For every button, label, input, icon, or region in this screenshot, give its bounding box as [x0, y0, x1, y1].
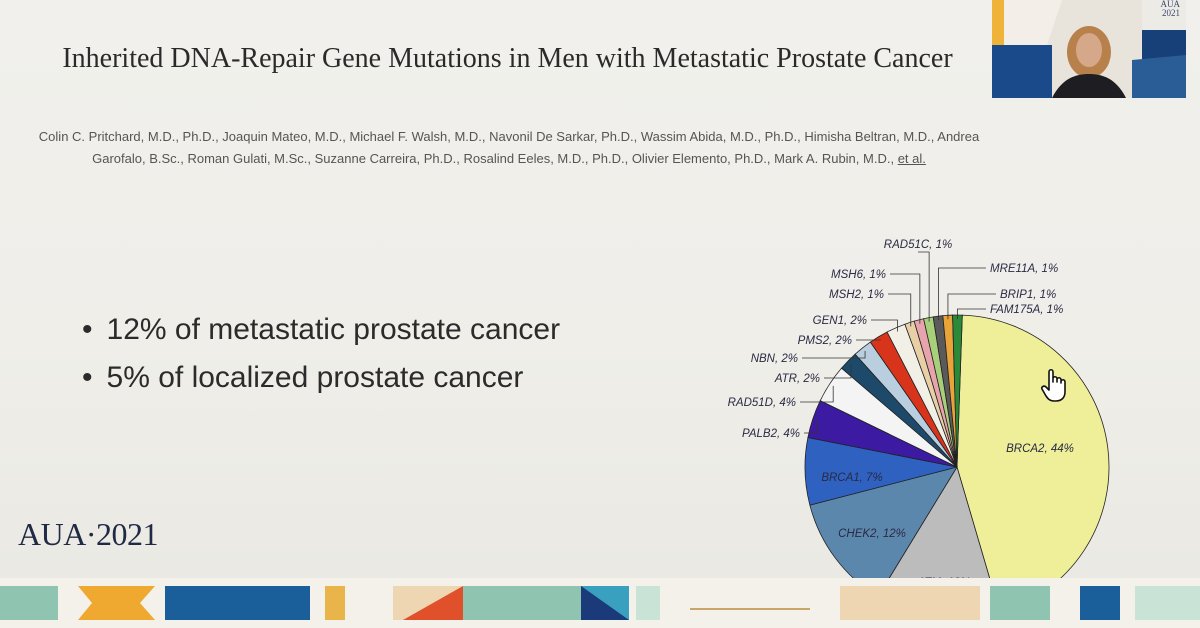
video-year-line2: 2021 [1162, 8, 1180, 18]
pie-label-pms2: PMS2, 2% [798, 335, 852, 347]
aua-2021-mark: AUA 2021 [1161, 0, 1181, 18]
author-list: Colin C. Pritchard, M.D., Ph.D., Joaquin… [36, 126, 982, 170]
pie-leader-msh2 [888, 293, 912, 327]
pie-leader-fam175a [957, 308, 986, 320]
bullet-list: 12% of metastatic prostate cancer 5% of … [82, 306, 561, 402]
pie-leader-nbn [802, 351, 866, 359]
pie-label-brip1: BRIP1, 1% [1000, 289, 1056, 301]
pie-label-palb2: PALB2, 4% [742, 428, 800, 440]
pie-label-rad51c: RAD51C, 1% [884, 239, 952, 251]
bullet-metastatic: 12% of metastatic prostate cancer [82, 306, 561, 354]
pie-label-brca1: BRCA1, 7% [821, 472, 882, 484]
video-background [992, 0, 1186, 98]
pie-leader-mre11a [938, 267, 986, 321]
pie-leader-msh6 [890, 273, 921, 324]
hand-cursor-icon [1041, 368, 1066, 402]
pie-label-msh2: MSH2, 1% [829, 289, 884, 301]
authors-text: Colin C. Pritchard, M.D., Ph.D., Joaquin… [38, 129, 980, 166]
pie-label-atr: ATR, 2% [774, 373, 820, 385]
pie-leader-atr [824, 363, 852, 379]
video-year-line1: AUA [1160, 0, 1181, 9]
pie-label-gen1: GEN1, 2% [813, 315, 867, 327]
aua-logo: AUA·2021 [18, 516, 158, 552]
pie-leader-gen1 [871, 319, 898, 332]
pie-leader-rad51c [918, 251, 930, 322]
et-al-link[interactable]: et al. [897, 151, 926, 166]
decorative-band [0, 578, 1200, 628]
pie-leader-rad51d [800, 385, 834, 403]
bullet-localized: 5% of localized prostate cancer [82, 354, 560, 402]
pie-label-chek2: CHEK2, 12% [838, 528, 906, 540]
pie-label-rad51d: RAD51D, 4% [728, 397, 796, 409]
pie-leader-brip1 [947, 293, 996, 320]
presenter-video: AUA 2021 [992, 0, 1186, 98]
pie-label-msh6: MSH6, 1% [831, 269, 886, 281]
pie-leader-palb2 [804, 419, 818, 434]
pie-label-nbn: NBN, 2% [751, 353, 798, 365]
pie-label-fam175a: FAM175A, 1% [990, 304, 1063, 316]
pie-label-brca2: BRCA2, 44% [1006, 443, 1074, 455]
slide-title: Inherited DNA-Repair Gene Mutations in M… [62, 43, 953, 74]
pie-label-mre11a: MRE11A, 1% [990, 263, 1058, 275]
